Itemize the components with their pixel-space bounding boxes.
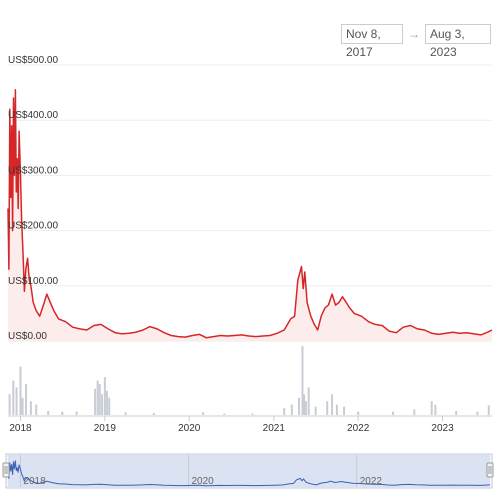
navigator-label: 2022 bbox=[360, 476, 383, 487]
volume-bar bbox=[251, 413, 254, 415]
volume-bar bbox=[331, 394, 334, 415]
x-tick-label: 2021 bbox=[263, 423, 286, 434]
navigator-left-handle[interactable] bbox=[2, 462, 10, 478]
navigator-label: 2018 bbox=[23, 476, 46, 487]
volume-bar bbox=[124, 412, 127, 415]
volume-bar bbox=[94, 388, 97, 415]
price-line bbox=[7, 89, 493, 339]
volume-bar bbox=[392, 411, 395, 415]
volume-bar bbox=[101, 394, 104, 415]
volume-bar bbox=[98, 383, 101, 415]
navigator-labels: 2018 2020 2022 bbox=[23, 476, 382, 487]
volume-bar bbox=[96, 380, 99, 415]
x-axis-labels: 2018 2019 2020 2021 2022 2023 bbox=[9, 416, 454, 434]
volume-bar bbox=[455, 410, 458, 415]
volume-bar bbox=[434, 404, 437, 415]
x-tick-label: 2019 bbox=[94, 423, 117, 434]
x-tick-label: 2018 bbox=[9, 423, 32, 434]
volume-bar bbox=[35, 404, 38, 415]
y-tick-label: US$100.00 bbox=[8, 276, 58, 287]
volume-bar bbox=[29, 401, 32, 415]
volume-bar bbox=[487, 405, 490, 415]
volume-bar bbox=[223, 413, 226, 415]
volume-bar bbox=[61, 411, 64, 415]
volume-bar bbox=[301, 346, 304, 415]
range-arrow-icon: → bbox=[408, 27, 420, 41]
x-tick-label: 2020 bbox=[178, 423, 201, 434]
x-tick-label: 2022 bbox=[347, 423, 370, 434]
volume-bar bbox=[75, 411, 78, 415]
volume-bar bbox=[152, 412, 155, 415]
volume-bar bbox=[103, 377, 106, 415]
volume-bar bbox=[8, 394, 11, 415]
y-tick-label: US$400.00 bbox=[8, 110, 58, 121]
volume-bar bbox=[343, 406, 346, 415]
navigator-selection[interactable] bbox=[8, 455, 490, 487]
y-axis-labels: US$0.00 US$100.00 US$200.00 US$300.00 US$400… bbox=[8, 55, 58, 342]
volume-bar bbox=[357, 411, 360, 415]
y-tick-label: US$0.00 bbox=[8, 331, 47, 342]
volume-bar bbox=[314, 406, 317, 415]
y-tick-label: US$500.00 bbox=[8, 55, 58, 66]
volume-bars bbox=[8, 346, 490, 415]
volume-bar bbox=[307, 387, 310, 415]
volume-bar bbox=[12, 380, 15, 415]
date-from-input[interactable]: Nov 8, 2017 bbox=[341, 24, 403, 59]
date-to-input[interactable]: Aug 3, 2023 bbox=[425, 24, 491, 59]
volume-bar bbox=[105, 390, 108, 415]
volume-bar bbox=[283, 408, 286, 415]
navigator-label: 2020 bbox=[191, 476, 214, 487]
volume-bar bbox=[298, 397, 301, 415]
volume-bar bbox=[326, 401, 329, 415]
volume-bar bbox=[303, 394, 306, 415]
volume-bar bbox=[430, 401, 433, 415]
navigator[interactable]: 2018 2020 2022 bbox=[2, 453, 494, 489]
navigator-right-handle[interactable] bbox=[486, 462, 494, 478]
volume-bar bbox=[335, 404, 338, 415]
volume-bar bbox=[25, 383, 28, 415]
volume-bar bbox=[21, 397, 24, 415]
volume-bar bbox=[202, 412, 205, 415]
volume-bar bbox=[290, 404, 293, 415]
navigator-line bbox=[7, 460, 491, 487]
volume-bar bbox=[47, 410, 50, 415]
volume-bar bbox=[19, 366, 22, 415]
volume-bar bbox=[108, 397, 111, 415]
y-tick-label: US$200.00 bbox=[8, 221, 58, 232]
x-tick-label: 2023 bbox=[431, 423, 454, 434]
y-tick-label: US$300.00 bbox=[8, 165, 58, 176]
price-area bbox=[8, 89, 492, 341]
volume-bar bbox=[476, 411, 479, 415]
grid bbox=[8, 64, 492, 342]
volume-bar bbox=[15, 387, 18, 415]
volume-bar bbox=[413, 409, 416, 415]
volume-bar bbox=[304, 401, 307, 415]
